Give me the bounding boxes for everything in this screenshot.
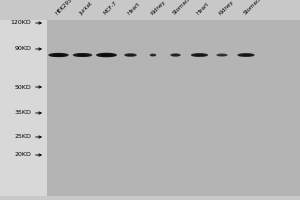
Ellipse shape xyxy=(172,54,179,56)
Ellipse shape xyxy=(151,54,155,56)
Ellipse shape xyxy=(171,55,180,57)
Text: HEK293: HEK293 xyxy=(55,0,74,16)
Text: MCF-7: MCF-7 xyxy=(103,0,118,16)
Bar xyxy=(46,20,300,196)
Ellipse shape xyxy=(237,53,255,57)
Ellipse shape xyxy=(192,55,207,57)
Text: Heart: Heart xyxy=(127,2,141,16)
Ellipse shape xyxy=(96,53,117,57)
Bar xyxy=(0,20,46,196)
Ellipse shape xyxy=(48,53,69,57)
Ellipse shape xyxy=(240,54,252,56)
Text: 25KD: 25KD xyxy=(15,135,32,140)
Text: Stomach: Stomach xyxy=(172,0,193,16)
Text: Kidney: Kidney xyxy=(218,0,235,16)
Ellipse shape xyxy=(73,53,92,57)
Ellipse shape xyxy=(125,55,136,57)
Text: 50KD: 50KD xyxy=(15,85,32,90)
Ellipse shape xyxy=(126,54,135,56)
Ellipse shape xyxy=(150,55,156,56)
Text: Kidney: Kidney xyxy=(149,0,166,16)
Text: 20KD: 20KD xyxy=(15,153,32,158)
Ellipse shape xyxy=(76,54,89,56)
Text: Stomach: Stomach xyxy=(242,0,263,16)
Text: 35KD: 35KD xyxy=(15,110,32,115)
Ellipse shape xyxy=(100,54,113,56)
Ellipse shape xyxy=(218,54,226,56)
Ellipse shape xyxy=(194,54,205,56)
Ellipse shape xyxy=(74,55,91,57)
Text: Jurkat: Jurkat xyxy=(79,1,94,16)
Ellipse shape xyxy=(170,53,181,57)
Ellipse shape xyxy=(97,55,116,57)
Ellipse shape xyxy=(238,55,254,57)
Ellipse shape xyxy=(191,53,208,57)
Ellipse shape xyxy=(124,53,137,57)
Text: 120KD: 120KD xyxy=(11,21,32,25)
Text: 90KD: 90KD xyxy=(15,46,32,51)
Ellipse shape xyxy=(216,54,228,56)
Ellipse shape xyxy=(52,54,65,56)
Text: Heart: Heart xyxy=(196,2,210,16)
Ellipse shape xyxy=(217,55,227,56)
Ellipse shape xyxy=(150,54,156,56)
Ellipse shape xyxy=(49,55,68,57)
